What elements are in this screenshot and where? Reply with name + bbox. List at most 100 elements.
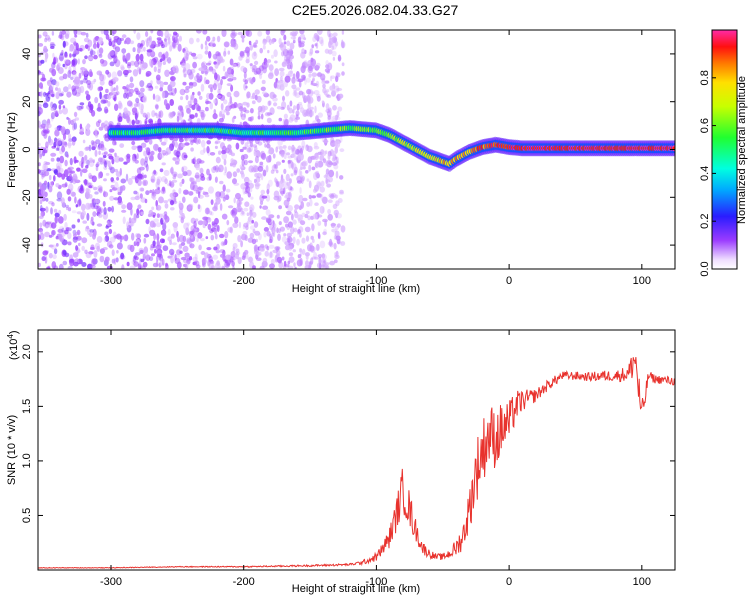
noise-point [334, 114, 339, 121]
noise-point [92, 43, 97, 49]
noise-point [165, 262, 168, 267]
noise-point [97, 37, 103, 45]
noise-point [38, 234, 42, 241]
y-axis-label: Frequency (Hz) [6, 112, 18, 188]
noise-point [182, 69, 188, 76]
noise-point [146, 39, 149, 48]
noise-point [329, 75, 333, 82]
noise-point [139, 53, 144, 62]
noise-point [252, 164, 258, 172]
noise-point [266, 112, 273, 116]
noise-point [61, 49, 64, 56]
noise-point [265, 35, 271, 43]
noise-point [141, 172, 145, 180]
noise-point [90, 219, 94, 225]
noise-point [65, 206, 69, 211]
noise-point [134, 60, 140, 68]
noise-point [249, 142, 254, 148]
noise-point [199, 75, 203, 82]
noise-point [88, 159, 95, 167]
noise-point [156, 213, 160, 219]
noise-point [79, 102, 85, 106]
noise-point [88, 157, 94, 163]
noise-point [67, 166, 74, 170]
noise-point [259, 265, 265, 269]
noise-point [269, 107, 275, 115]
noise-point [40, 77, 47, 82]
noise-point [72, 123, 76, 131]
noise-point [299, 257, 303, 266]
x-tick-label: -200 [233, 576, 255, 588]
noise-point [41, 256, 46, 262]
noise-point [194, 180, 198, 186]
noise-point [163, 169, 170, 177]
noise-point [48, 200, 54, 205]
noise-point [57, 228, 64, 233]
noise-point [276, 85, 282, 90]
noise-point [97, 102, 101, 111]
noise-point [131, 175, 136, 180]
noise-point [140, 211, 144, 216]
noise-point [249, 225, 256, 230]
noise-point [200, 176, 206, 181]
noise-point [307, 215, 311, 221]
noise-point [131, 140, 136, 146]
noise-point [340, 41, 346, 49]
noise-point [250, 108, 254, 114]
noise-point [279, 76, 283, 81]
noise-point [262, 257, 268, 263]
noise-point [67, 241, 72, 246]
noise-point [212, 113, 218, 120]
noise-point [320, 73, 326, 81]
noise-point [332, 105, 337, 111]
noise-point [170, 255, 175, 264]
noise-point [289, 42, 295, 50]
noise-point [88, 69, 93, 77]
y-tick-label: -40 [21, 237, 33, 253]
noise-point [284, 118, 289, 126]
noise-point [325, 103, 330, 110]
noise-point [117, 191, 122, 196]
noise-point [200, 251, 206, 255]
noise-point [196, 53, 203, 60]
noise-point [126, 156, 131, 164]
noise-point [86, 225, 90, 230]
noise-point [235, 248, 240, 253]
noise-point [70, 76, 74, 81]
noise-point [251, 238, 257, 245]
noise-point [332, 32, 338, 37]
noise-point [320, 39, 324, 47]
noise-point [207, 223, 212, 230]
noise-point [50, 42, 55, 46]
noise-point [237, 31, 244, 36]
noise-point [326, 160, 333, 168]
noise-point [68, 138, 73, 142]
noise-point [283, 216, 289, 224]
noise-point [337, 106, 343, 112]
noise-point [294, 211, 299, 219]
noise-point [81, 168, 88, 174]
noise-point [221, 30, 227, 37]
noise-point [175, 161, 180, 165]
noise-point [103, 207, 107, 215]
noise-point [250, 79, 254, 85]
noise-point [49, 181, 54, 188]
noise-point [264, 244, 269, 249]
noise-point [188, 37, 194, 45]
noise-point [317, 220, 322, 226]
noise-point [254, 60, 259, 65]
noise-point [273, 49, 278, 58]
noise-point [300, 220, 306, 226]
noise-point [52, 52, 55, 59]
noise-point [63, 169, 69, 178]
noise-point [122, 55, 126, 63]
noise-point [309, 106, 314, 110]
noise-point [311, 166, 316, 171]
noise-point [241, 255, 246, 260]
noise-point [145, 70, 152, 77]
noise-point [126, 64, 132, 69]
noise-point [136, 145, 142, 149]
noise-point [64, 30, 70, 37]
noise-point [200, 139, 206, 148]
noise-point [89, 232, 93, 237]
